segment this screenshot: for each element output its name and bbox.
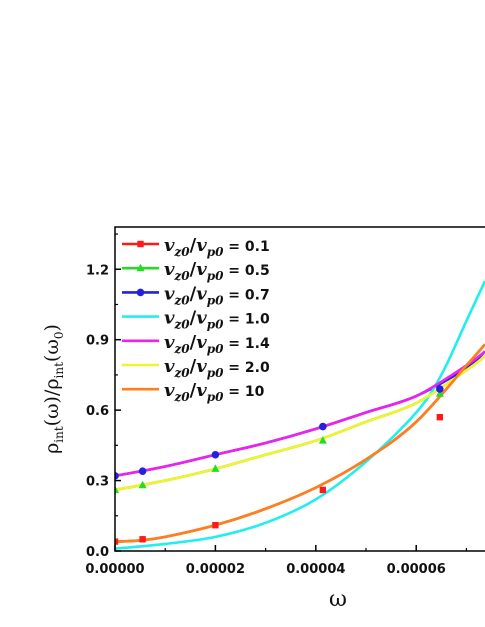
legend-label: vz0/vp0 = 0.5: [164, 259, 270, 283]
legend-item: vz0/vp0 = 0.7: [122, 283, 270, 307]
data-point: [211, 450, 220, 459]
data-point: [319, 486, 327, 494]
data-point: [435, 389, 444, 397]
legend-label: vz0/vp0 = 1.0: [164, 308, 270, 332]
legend-item: vz0/vp0 = 1.4: [122, 332, 270, 356]
data-point: [211, 464, 220, 472]
data-point: [115, 485, 119, 493]
y-tick-label: 1.2: [86, 263, 109, 278]
data-point: [319, 422, 327, 431]
legend-label: vz0/vp0 = 0.1: [164, 235, 270, 259]
x-tick-label: 0.00000: [85, 562, 144, 577]
x-tick-label: 0.00002: [186, 562, 245, 577]
data-point: [138, 480, 147, 489]
legend-item: vz0/vp0 = 0.1: [122, 235, 270, 259]
data-point: [115, 472, 119, 480]
y-tick-label: 0.9: [86, 334, 109, 349]
series-line-7: [115, 343, 485, 543]
x-tick-label: 0.00004: [286, 562, 345, 577]
legend-label: vz0/vp0 = 1.4: [164, 332, 270, 356]
series-line-5: [115, 350, 485, 478]
x-tick-label: 0.00006: [387, 562, 446, 577]
legend-marker: [136, 263, 145, 272]
y-tick-label: 0.0: [86, 545, 109, 560]
data-point: [115, 538, 119, 545]
ticks-layer: 0.000000.000020.000040.000060.00000.00.3…: [85, 233, 468, 577]
legend-label: vz0/vp0 = 0.7: [164, 283, 270, 307]
legend-item: vz0/vp0 = 2.0: [122, 356, 270, 380]
data-point: [212, 521, 219, 529]
legend-item: vz0/vp0 = 10: [122, 380, 265, 404]
plot-frame: [114, 226, 485, 552]
data-point: [139, 536, 146, 543]
legend-marker: [136, 288, 145, 297]
series-layer: [115, 280, 485, 550]
series-line-4: [115, 280, 485, 550]
y-tick-label: 0.3: [86, 475, 109, 490]
legend-label: vz0/vp0 = 2.0: [164, 356, 270, 380]
legend-item: vz0/vp0 = 0.5: [122, 259, 270, 283]
y-axis-title: ρint(ω)/ρint(ω0): [41, 324, 66, 454]
y-tick-label: 0.6: [86, 404, 109, 419]
data-point: [436, 413, 444, 421]
data-point: [138, 467, 147, 475]
legend-label: vz0/vp0 = 10: [164, 380, 265, 404]
legend-item: vz0/vp0 = 1.0: [122, 308, 270, 332]
data-point: [318, 436, 327, 444]
data-point: [436, 385, 444, 393]
x-axis-title: ω: [329, 587, 347, 612]
legend-marker: [137, 240, 144, 248]
